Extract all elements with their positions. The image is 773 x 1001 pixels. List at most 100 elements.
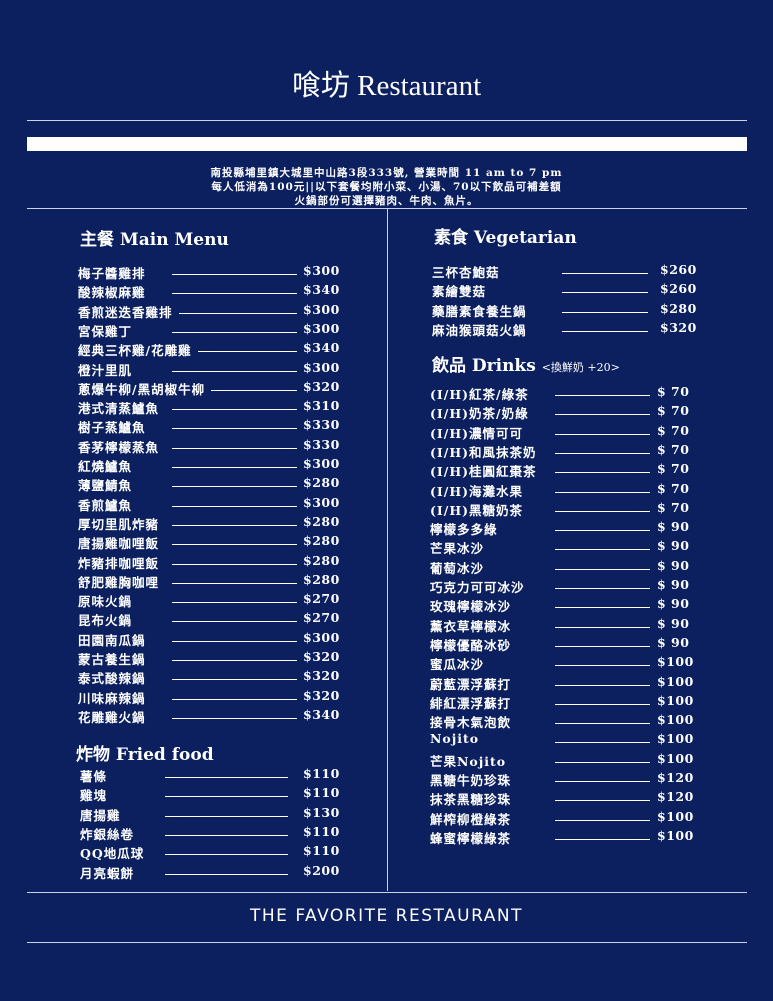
- menu-item: 炸銀絲卷 $110: [80, 824, 353, 843]
- menu-item-name: (I/H)和風抹茶奶: [430, 444, 537, 460]
- menu-item-price: $270: [303, 591, 340, 607]
- menu-item: 泰式酸辣鍋 $320: [78, 668, 353, 687]
- leader-line: [172, 409, 297, 411]
- menu-item-price: $130: [303, 804, 340, 820]
- menu-item: 香茅檸檬蒸魚 $330: [78, 437, 353, 456]
- menu-item-name: 抹茶黑糖珍珠: [430, 792, 512, 808]
- menu-item-name: (I/H)黑糖奶茶: [430, 502, 524, 518]
- menu-item-name: 炸豬排咖哩飯: [78, 555, 160, 571]
- menu-item-price: $ 90: [657, 519, 690, 535]
- leader-line: [172, 447, 297, 449]
- menu-item-price: $280: [303, 533, 340, 549]
- menu-item: 香煎鱸魚 $300: [78, 495, 353, 514]
- menu-item: 原味火鍋 $270: [78, 591, 353, 610]
- menu-item: 葡萄冰沙 $ 90: [430, 558, 707, 577]
- menu-item-price: $100: [657, 712, 694, 728]
- menu-item: 巧克力可可冰沙 $ 90: [430, 577, 707, 596]
- menu-item-price: $260: [660, 262, 697, 277]
- menu-item-price: $100: [657, 827, 694, 843]
- menu-item-name: QQ地瓜球: [80, 846, 145, 862]
- menu-item-name: 原味火鍋: [78, 594, 133, 610]
- vegetarian-heading: 素食 Vegetarian: [434, 228, 577, 248]
- menu-item: 港式清蒸鱸魚 $310: [78, 398, 353, 417]
- menu-item-name: (I/H)海灘水果: [430, 483, 524, 499]
- leader-line: [197, 351, 297, 353]
- leader-line: [555, 607, 650, 609]
- menu-item: (I/H)和風抹茶奶 $ 70: [430, 442, 707, 461]
- menu-item-name: 接骨木氣泡飲: [430, 715, 512, 731]
- leader-line: [172, 602, 297, 604]
- menu-item-name: (I/H)桂圓紅棗茶: [430, 464, 537, 480]
- menu-item-name: (I/H)濃情可可: [430, 425, 524, 441]
- leader-line: [165, 873, 288, 875]
- menu-item-price: $ 70: [657, 403, 690, 419]
- menu-item-price: $260: [660, 281, 697, 297]
- menu-item-price: $300: [303, 320, 340, 336]
- menu-item: 川味麻辣鍋 $320: [78, 688, 353, 707]
- menu-item: 接骨木氣泡飲 $100: [430, 712, 707, 731]
- menu-item-price: $100: [657, 750, 694, 766]
- leader-line: [555, 530, 650, 532]
- menu-item-price: $330: [303, 436, 340, 452]
- divider: [27, 942, 747, 943]
- menu-item: 素繪雙菇 $260: [432, 281, 710, 300]
- menu-item-name: 玫瑰檸檬冰沙: [430, 599, 512, 615]
- menu-item-price: $200: [303, 862, 340, 878]
- menu-item-price: $ 70: [657, 384, 690, 399]
- menu-item-name: 唐揚雞: [80, 807, 121, 823]
- leader-line: [165, 834, 288, 836]
- leader-line: [172, 679, 297, 681]
- menu-item-name: 酸辣椒麻雞: [78, 285, 146, 301]
- menu-item-price: $280: [303, 552, 340, 568]
- leader-line: [555, 395, 650, 396]
- menu-item-price: $320: [303, 378, 340, 394]
- menu-item: 緋紅漂浮蘇打 $100: [430, 693, 707, 712]
- menu-item-price: $ 70: [657, 422, 690, 438]
- leader-line: [211, 389, 297, 391]
- menu-item-price: $300: [303, 494, 340, 510]
- leader-line: [555, 433, 650, 435]
- menu-item-name: 檸檬優酪冰砂: [430, 637, 512, 653]
- menu-item: 黑糖牛奶珍珠 $120: [430, 770, 707, 789]
- menu-item: (I/H)紅茶/綠茶 $ 70: [430, 384, 707, 403]
- menu-item: 唐揚雞 $130: [80, 805, 353, 824]
- leader-line: [555, 645, 650, 647]
- leader-line: [172, 524, 297, 526]
- menu-item-price: $300: [303, 301, 340, 317]
- leader-line: [178, 312, 297, 314]
- leader-line: [562, 273, 648, 274]
- menu-item-name: 藥膳素食養生鍋: [432, 303, 527, 319]
- leader-line: [555, 800, 650, 802]
- menu-item-price: $ 90: [657, 577, 690, 592]
- menu-item-name: 舒肥雞胸咖哩: [78, 574, 160, 590]
- menu-item-price: $280: [303, 475, 340, 491]
- menu-item-price: $320: [303, 649, 340, 664]
- menu-item-name: 薯條: [80, 769, 108, 784]
- menu-item: 薰衣草檸檬冰 $ 90: [430, 616, 707, 635]
- menu-item-price: $ 70: [657, 480, 690, 496]
- menu-item-price: $120: [657, 789, 694, 805]
- leader-line: [165, 796, 288, 798]
- leader-line: [172, 698, 297, 700]
- menu-item-name: 檸檬多多綠: [430, 522, 498, 538]
- menu-item-name: 厚切里肌炸豬: [78, 516, 160, 532]
- info-line-hotpot: 火鍋部份可選擇豬肉、牛肉、魚片。: [294, 195, 479, 207]
- leader-line: [555, 819, 650, 821]
- menu-item-name: 蔥爆牛柳/黑胡椒牛柳: [78, 381, 206, 397]
- menu-item: 檸檬優酪冰砂 $ 90: [430, 635, 707, 654]
- footer-text: THE FAVORITE RESTAURANT: [250, 906, 523, 926]
- menu-item-price: $310: [303, 398, 340, 414]
- leader-line: [172, 717, 297, 719]
- leader-line: [555, 491, 650, 493]
- leader-line: [562, 292, 648, 294]
- menu-item: 樹子蒸鱸魚 $330: [78, 417, 353, 436]
- menu-item: 芒果冰沙 $ 90: [430, 538, 707, 557]
- menu-item-price: $100: [657, 808, 694, 824]
- leader-line: [555, 665, 650, 667]
- menu-item-name: 橙汁里肌: [78, 362, 133, 378]
- leader-line: [555, 452, 650, 454]
- menu-item-price: $ 70: [657, 461, 690, 477]
- menu-item-name: 蒙古養生鍋: [78, 652, 146, 667]
- menu-item-price: $ 90: [657, 596, 690, 612]
- leader-line: [555, 684, 650, 686]
